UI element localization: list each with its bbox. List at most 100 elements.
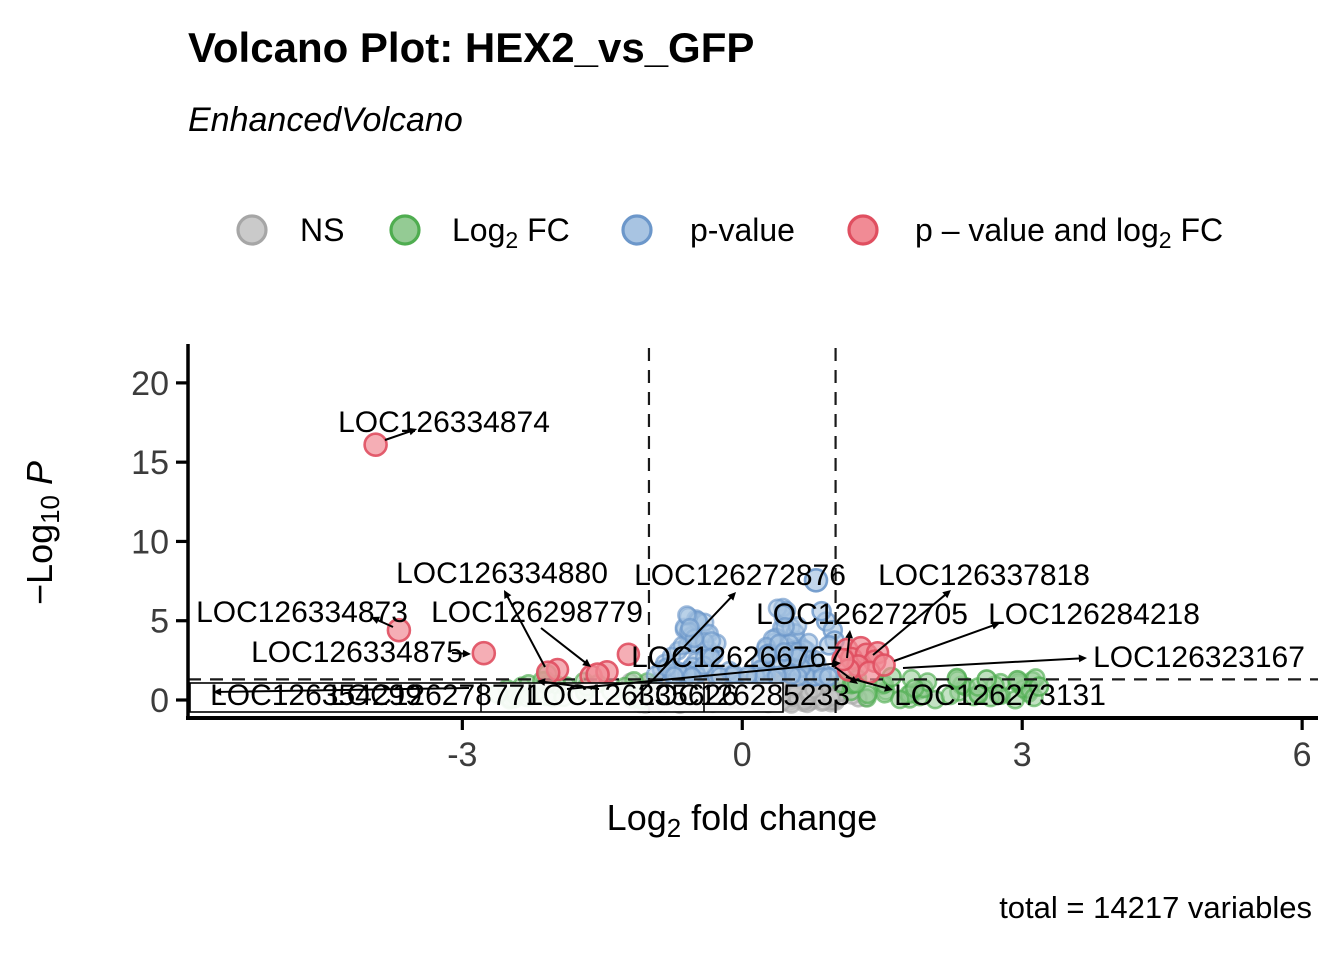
point-both: [363, 432, 388, 458]
gene-label: LOC126285233: [638, 679, 850, 712]
point-p: [775, 616, 795, 637]
point-fc: [890, 689, 910, 710]
gene-label: LOC126354299: [210, 679, 422, 712]
legend-label-ns: NS: [300, 212, 344, 248]
point-fc: [946, 667, 968, 689]
legend-item-fc: Log2 FC: [389, 212, 570, 253]
label-text: FC: [1172, 212, 1224, 248]
point-both: [386, 617, 412, 643]
total-variables-caption: total = 14217 variables: [999, 890, 1312, 925]
legend-key-both-icon: [847, 214, 879, 246]
legend-label-fc: Log2 FC: [452, 212, 570, 253]
point-fc: [940, 685, 961, 706]
label-connector-arrowhead: [408, 427, 417, 436]
plot-title: Volcano Plot: HEX2_vs_GFP: [188, 24, 754, 71]
x-tick-label: -3: [447, 736, 477, 774]
label-connector-arrowhead: [371, 616, 380, 624]
label-connector-arrowhead: [832, 659, 841, 668]
label-text: NS: [300, 212, 344, 248]
legend-key-p-icon: [621, 214, 653, 246]
legend-item-both: p – value and log2 FC: [847, 212, 1223, 253]
gene-label: LOC126272876: [634, 559, 846, 592]
label-connector-arrowhead: [213, 688, 222, 696]
y-tick-label: 5: [150, 603, 169, 641]
label-connector: [902, 657, 1084, 669]
label-connector: [893, 623, 997, 662]
gene-label: LOC126278771: [330, 679, 542, 712]
label-sub: 10: [37, 495, 65, 524]
x-tick-label: 0: [733, 736, 752, 774]
label-sub: 2: [505, 227, 518, 253]
label-connector-arrowhead: [884, 684, 893, 692]
gene-label: LOC126334875: [251, 636, 463, 669]
label-connector-arrowhead: [942, 590, 951, 599]
label-sub: 2: [1159, 227, 1172, 253]
x-axis-title: Log2 fold change: [607, 797, 878, 843]
legend-key-ns-icon: [236, 214, 268, 246]
label-connector: [566, 662, 838, 690]
point-p: [818, 667, 839, 687]
label-text: −Log: [19, 524, 60, 605]
point-p: [811, 600, 832, 622]
gene-label: LOC126273131: [894, 679, 1106, 712]
label-text: fold change: [681, 797, 877, 838]
y-tick-label: 20: [131, 365, 169, 403]
gene-label: LOC126323167: [1093, 641, 1305, 674]
label-sub: 2: [667, 815, 681, 843]
point-both: [872, 653, 896, 677]
legend-item-ns: NS: [236, 212, 344, 248]
point-p: [680, 617, 700, 638]
label-connector: [872, 591, 949, 656]
label-text: [19, 485, 60, 495]
gene-label: LOC126334873: [196, 596, 408, 629]
gene-label: LOC126272705: [756, 598, 968, 631]
plot-subtitle: EnhancedVolcano: [188, 101, 463, 139]
y-tick-label: 10: [131, 523, 169, 561]
gene-label: LOC126284218: [988, 598, 1200, 631]
legend: NS Log2 FC p-value p – value and log2 FC: [236, 212, 1223, 253]
label-connector-arrowhead: [504, 590, 512, 599]
point-p: [798, 632, 819, 653]
label-connector-arrowhead: [845, 630, 853, 639]
label-italic: P: [19, 461, 60, 485]
gene-annotations: LOC126334874 LOC126334873 LOC126334875 LOC1…: [189, 406, 1305, 713]
y-tick-label: 0: [150, 682, 169, 720]
label-connector: [540, 627, 589, 666]
label-text: FC: [518, 212, 570, 248]
label-connector-arrowhead: [537, 678, 546, 686]
legend-key-fc-icon: [389, 214, 421, 246]
label-box: [189, 682, 784, 713]
label-connector-arrowhead: [991, 622, 1000, 630]
point-p: [803, 567, 829, 593]
x-tick-label: 6: [1293, 736, 1312, 774]
label-text: Log: [607, 797, 667, 838]
legend-label-p: p-value: [690, 212, 795, 248]
y-axis-title: −Log10 P: [19, 461, 65, 605]
point-p: [701, 647, 722, 668]
gene-label: LOC126266767: [631, 641, 843, 674]
gene-label: LOC126334880: [396, 557, 608, 590]
point-p: [757, 644, 777, 665]
gene-label: LOC126298779: [431, 596, 643, 629]
label-text: p-value: [690, 212, 795, 248]
highlight-points: [363, 432, 896, 689]
label-connector-arrowhead: [727, 592, 736, 601]
label-connector: [628, 594, 734, 706]
label-connector-arrowhead: [1078, 654, 1087, 663]
point-both: [616, 642, 641, 667]
point-both: [471, 640, 497, 666]
label-connector-arrowhead: [582, 658, 591, 667]
label-connector: [504, 593, 546, 668]
label-connector-arrowhead: [462, 649, 471, 658]
label-text: p – value and log: [915, 212, 1159, 248]
x-tick-label: 3: [1013, 736, 1032, 774]
point-fc: [1028, 676, 1050, 697]
label-connector-arrowhead: [849, 676, 858, 684]
label-connector: [540, 680, 600, 690]
legend-label-both: p – value and log2 FC: [915, 212, 1223, 253]
label-text: Log: [452, 212, 505, 248]
gene-label: LOC126337818: [878, 559, 1090, 592]
label-connector: [216, 687, 470, 693]
